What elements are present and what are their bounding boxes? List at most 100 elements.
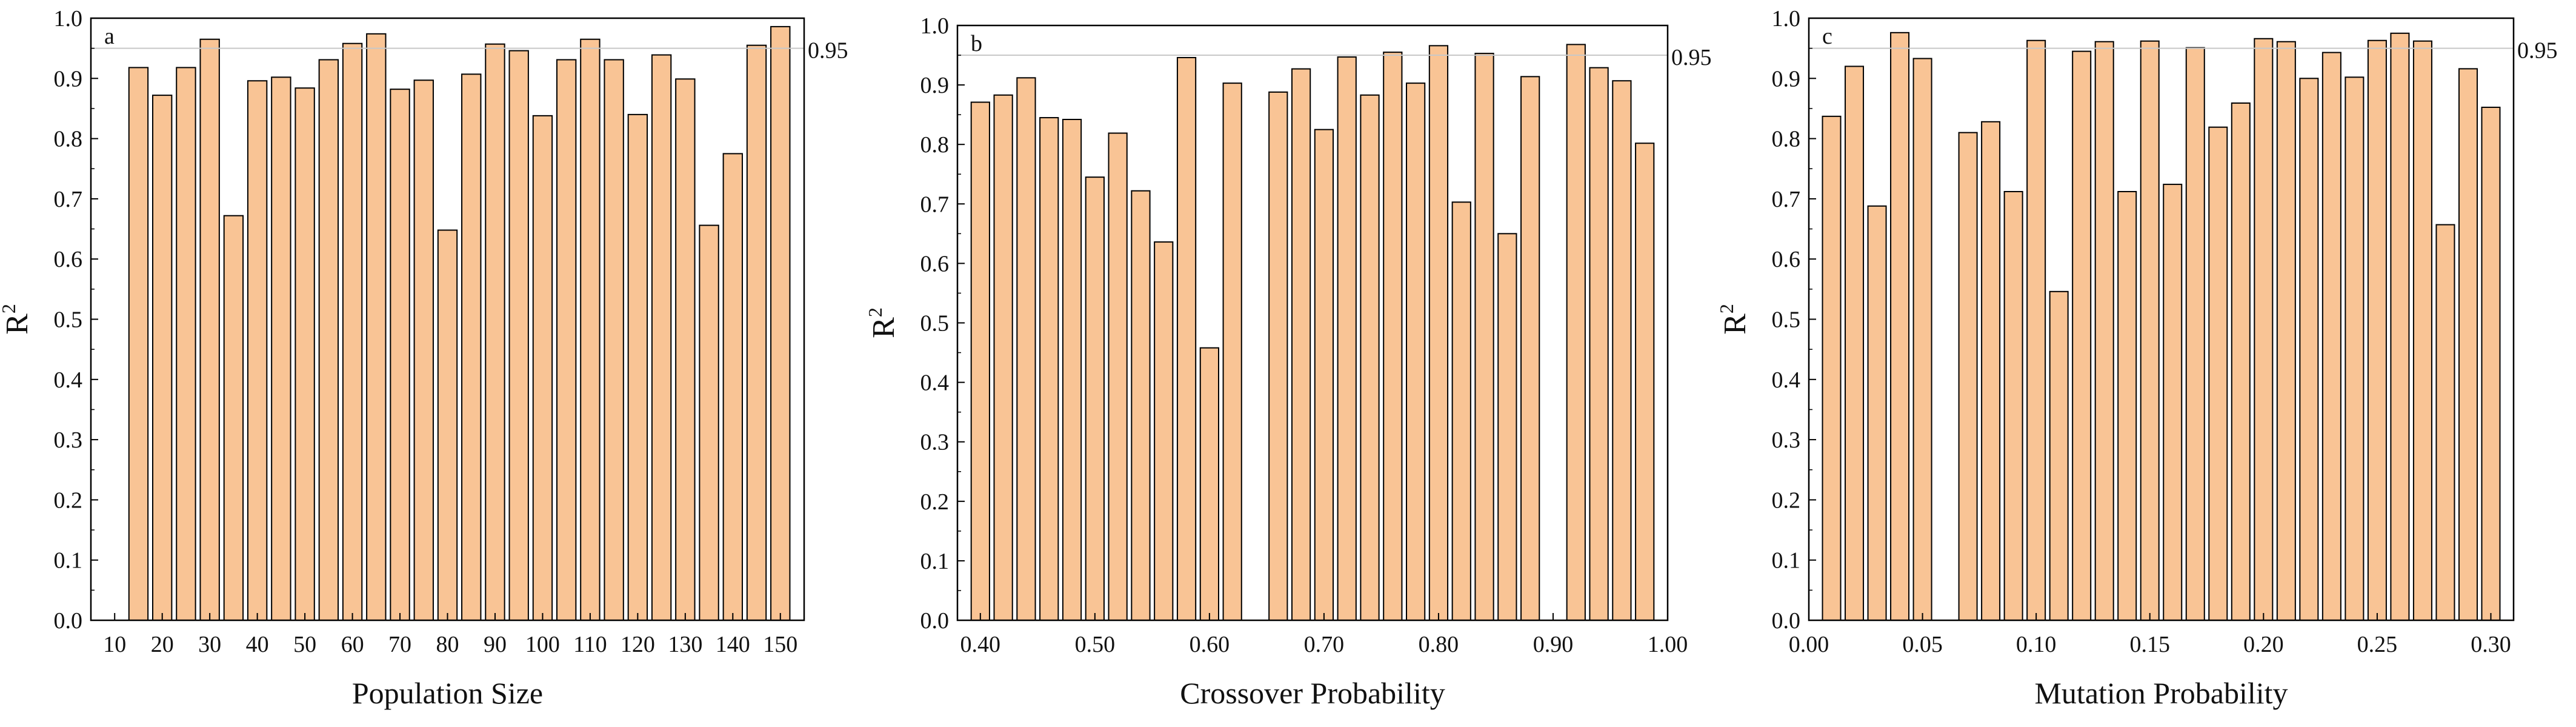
bar (2208, 126, 2228, 621)
x-axis-title: Crossover Probability (1180, 676, 1445, 710)
x-tick-label: 10 (103, 632, 126, 657)
bar (1890, 32, 1910, 621)
x-tick-label: 0.05 (1902, 632, 1943, 657)
y-axis-title-base: R (867, 317, 901, 338)
bar (1016, 77, 1036, 621)
bar (722, 153, 743, 621)
chart-panel-b: 0.95 0.0 0.1 0.2 0.3 0.4 0.5 0.6 0.7 0.8 0.9 1.0 0.4… (864, 13, 1712, 710)
bar (1958, 132, 1978, 621)
x-tick-label: 0.80 (1419, 632, 1459, 657)
bar (2117, 190, 2137, 621)
y-tick-label: 0.0 (920, 608, 950, 634)
bar (1497, 233, 1517, 621)
y-tick-label: 0.7 (1772, 187, 1801, 212)
bar (604, 59, 624, 621)
y-tick-label: 0.7 (920, 192, 950, 217)
bar (1451, 201, 1471, 621)
x-tick-label: 0.25 (2357, 632, 2398, 657)
bar (1635, 142, 1655, 621)
bar (580, 38, 601, 621)
y-tick-label: 0.3 (54, 427, 83, 453)
bar (970, 101, 990, 621)
bar (1383, 52, 1403, 621)
x-tick-label: 0.00 (1789, 632, 1829, 657)
bar (437, 229, 458, 621)
bar (1337, 56, 1357, 621)
y-axis-title: R2 (1716, 304, 1752, 335)
chart-panel-c: 0.95 0.0 0.1 0.2 0.3 0.4 0.5 0.6 0.7 0.8 0.9 1.0 0.0… (1716, 6, 2558, 710)
x-tick-label: 70 (388, 632, 411, 657)
bar (2049, 290, 2069, 621)
bar (2435, 224, 2455, 621)
bar (651, 54, 672, 621)
bar (556, 59, 577, 621)
y-tick-label: 0.2 (920, 489, 950, 515)
y-axis-title-superscript: 2 (864, 307, 886, 317)
bar (1131, 190, 1151, 621)
reference-line-label: 0.95 (808, 38, 848, 64)
x-tick-label: 0.50 (1075, 632, 1116, 657)
y-tick-label: 0.1 (54, 548, 83, 574)
x-tick-label: 50 (293, 632, 316, 657)
bar (2003, 190, 2023, 621)
bar (2412, 40, 2432, 621)
bar (675, 78, 696, 621)
y-axis-title-base: R (1718, 313, 1752, 335)
bar (247, 80, 268, 621)
y-tick-label: 0.3 (1772, 427, 1801, 453)
bar (1291, 68, 1311, 621)
y-tick-label: 0.6 (920, 251, 950, 276)
bar (770, 25, 791, 621)
panel-label: b (971, 31, 982, 56)
bar (627, 113, 648, 621)
bar (2481, 106, 2501, 621)
x-tick-label: 20 (151, 632, 174, 657)
bar (199, 38, 220, 621)
x-tick-label: 0.20 (2243, 632, 2284, 657)
x-tick-label: 100 (525, 632, 560, 657)
y-tick-label: 0.5 (54, 307, 83, 333)
bar (1085, 176, 1105, 621)
bar (152, 95, 173, 621)
y-tick-label: 0.5 (1772, 307, 1801, 333)
bar (1360, 94, 1380, 621)
bar (746, 44, 767, 621)
bar (1222, 82, 1242, 621)
panel-label: c (1822, 24, 1832, 49)
y-tick-label: 0.2 (1772, 487, 1801, 513)
y-axis-title-superscript: 2 (1716, 304, 1737, 313)
x-tick-label: 0.10 (2016, 632, 2057, 657)
x-axis-title: Population Size (352, 676, 543, 710)
y-tick-label: 0.4 (920, 370, 950, 396)
bar (318, 59, 339, 621)
bar (1566, 44, 1586, 621)
x-axis-title: Mutation Probability (2034, 676, 2288, 710)
bar (1199, 347, 1219, 621)
bar (342, 42, 363, 621)
bar (176, 67, 196, 621)
bar (1428, 45, 1449, 621)
bar (1845, 65, 1865, 621)
y-tick-label: 0.1 (920, 549, 950, 574)
reference-line-label: 0.95 (1671, 45, 1712, 70)
x-tick-label: 0.40 (960, 632, 1001, 657)
bar (366, 33, 387, 621)
bar (1154, 241, 1174, 621)
panel-label: a (104, 24, 115, 49)
y-axis-title: R2 (0, 304, 35, 335)
bar (532, 115, 553, 621)
bar (2299, 78, 2319, 621)
y-tick-label: 0.8 (54, 127, 83, 152)
x-tick-label: 150 (763, 632, 797, 657)
bar (2254, 38, 2274, 621)
bar (1589, 67, 1609, 621)
y-tick-label: 1.0 (1772, 6, 1801, 32)
y-tick-label: 0.6 (1772, 247, 1801, 272)
bar (2072, 50, 2092, 621)
bar (223, 215, 244, 621)
x-tick-label: 130 (668, 632, 702, 657)
bar (2345, 76, 2365, 621)
y-tick-label: 0.4 (1772, 367, 1801, 393)
bar (1822, 115, 1842, 621)
bar (2026, 39, 2046, 621)
